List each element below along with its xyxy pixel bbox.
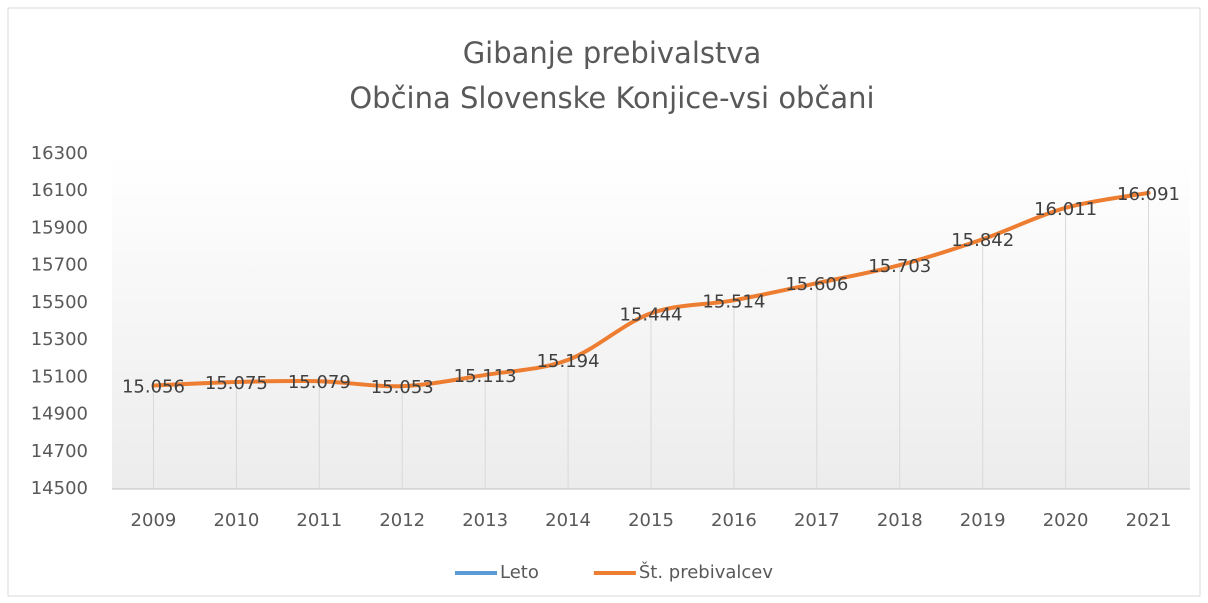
x-tick-label: 2011 bbox=[296, 510, 342, 531]
legend-label: Št. prebivalcev bbox=[639, 561, 774, 583]
x-tick-label: 2013 bbox=[462, 510, 508, 531]
x-tick-label: 2012 bbox=[379, 510, 425, 531]
x-tick-label: 2021 bbox=[1126, 510, 1172, 531]
x-tick-label: 2020 bbox=[1043, 510, 1089, 531]
x-tick-label: 2016 bbox=[711, 510, 757, 531]
data-label: 15.113 bbox=[454, 366, 517, 387]
x-tick-label: 2018 bbox=[877, 510, 923, 531]
y-tick-label: 16300 bbox=[31, 143, 88, 164]
data-label: 15.444 bbox=[620, 304, 683, 325]
x-tick-label: 2015 bbox=[628, 510, 674, 531]
data-label: 15.194 bbox=[537, 351, 600, 372]
x-tick-label: 2014 bbox=[545, 510, 591, 531]
y-tick-label: 14700 bbox=[31, 441, 88, 462]
data-label: 15.053 bbox=[371, 377, 434, 398]
data-label: 15.842 bbox=[951, 230, 1014, 251]
x-tick-label: 2019 bbox=[960, 510, 1006, 531]
data-label: 16.011 bbox=[1034, 199, 1097, 220]
data-label: 15.514 bbox=[702, 291, 765, 312]
data-label: 15.703 bbox=[868, 256, 931, 277]
data-label: 15.606 bbox=[785, 274, 848, 295]
chart-title: Gibanje prebivalstva bbox=[463, 36, 762, 70]
y-tick-label: 15900 bbox=[31, 217, 88, 238]
data-label: 15.079 bbox=[288, 372, 351, 393]
x-tick-label: 2009 bbox=[131, 510, 177, 531]
chart-subtitle: Občina Slovenske Konjice-vsi občani bbox=[349, 81, 874, 115]
y-tick-label: 15100 bbox=[31, 366, 88, 387]
data-label: 16.091 bbox=[1117, 184, 1180, 205]
y-tick-label: 14900 bbox=[31, 404, 88, 425]
y-tick-label: 16100 bbox=[31, 180, 88, 201]
y-tick-label: 14500 bbox=[31, 478, 88, 499]
y-tick-label: 15500 bbox=[31, 292, 88, 313]
legend-label: Leto bbox=[500, 562, 539, 583]
data-label: 15.056 bbox=[122, 377, 185, 398]
y-tick-label: 15700 bbox=[31, 255, 88, 276]
y-tick-label: 15300 bbox=[31, 329, 88, 350]
x-tick-label: 2017 bbox=[794, 510, 840, 531]
data-label: 15.075 bbox=[205, 373, 268, 394]
line-series bbox=[151, 190, 1151, 389]
x-tick-label: 2010 bbox=[213, 510, 259, 531]
